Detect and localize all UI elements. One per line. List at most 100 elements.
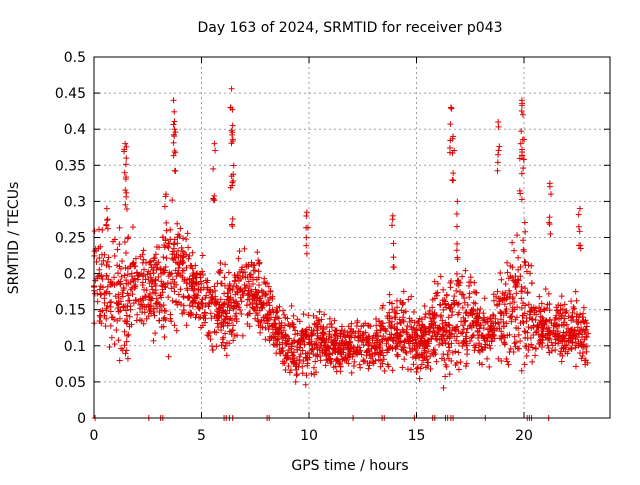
data-point	[408, 294, 414, 300]
data-point	[105, 255, 111, 261]
data-point	[401, 345, 407, 351]
data-point	[497, 270, 503, 276]
data-point	[503, 356, 509, 362]
data-point	[529, 359, 535, 365]
data-point	[109, 335, 115, 341]
data-point	[539, 300, 545, 306]
data-point	[522, 328, 528, 334]
data-point	[520, 237, 526, 243]
data-point	[184, 322, 190, 328]
data-point	[467, 290, 473, 296]
data-point	[103, 323, 109, 329]
data-point	[520, 247, 526, 253]
data-point	[256, 282, 262, 288]
data-point	[509, 240, 515, 246]
data-point	[522, 219, 528, 225]
data-point	[503, 281, 509, 287]
data-point	[536, 294, 542, 300]
data-point	[428, 366, 434, 372]
data-point	[498, 277, 504, 283]
data-point	[528, 263, 534, 269]
data-point	[470, 333, 476, 339]
data-point	[390, 367, 396, 373]
data-point	[444, 352, 450, 358]
data-point	[183, 236, 189, 242]
data-point	[405, 366, 411, 372]
data-point	[448, 284, 454, 290]
data-point	[504, 359, 510, 365]
data-point	[165, 294, 171, 300]
data-point	[147, 258, 153, 264]
data-point	[546, 291, 552, 297]
data-point	[460, 292, 466, 298]
chart-title: Day 163 of 2024, SRMTID for receiver p04…	[197, 20, 502, 36]
data-point	[222, 274, 228, 280]
data-point	[240, 333, 246, 339]
data-point	[461, 319, 467, 325]
data-point	[365, 366, 371, 372]
data-point	[293, 372, 299, 378]
data-point	[141, 247, 147, 253]
data-point	[214, 320, 220, 326]
data-point	[438, 274, 444, 280]
data-point	[216, 269, 222, 275]
data-point	[280, 308, 286, 314]
data-point	[116, 337, 122, 343]
data-point	[515, 255, 521, 261]
data-point	[554, 308, 560, 314]
data-point	[456, 367, 462, 373]
data-point	[411, 361, 417, 367]
y-axis-label: SRMTID / TECUs	[6, 182, 22, 295]
data-point	[580, 311, 586, 317]
data-point	[506, 362, 512, 368]
data-point	[125, 235, 131, 241]
data-point	[267, 302, 273, 308]
data-point	[317, 309, 323, 315]
data-point	[422, 303, 428, 309]
data-point	[106, 344, 112, 350]
data-point	[413, 369, 419, 375]
data-point	[172, 322, 178, 328]
data-point	[507, 301, 513, 307]
data-point	[504, 260, 510, 266]
data-point	[584, 349, 590, 355]
data-point	[440, 385, 446, 391]
data-point	[411, 309, 417, 315]
data-point	[163, 255, 169, 261]
x-axis-label: GPS time / hours	[291, 458, 408, 474]
data-point	[125, 234, 131, 240]
data-point	[185, 230, 191, 236]
data-point	[454, 271, 460, 277]
data-point	[484, 356, 490, 362]
data-point	[574, 298, 580, 304]
data-point	[217, 270, 223, 276]
data-point	[163, 308, 169, 314]
data-point	[96, 267, 102, 273]
data-point	[174, 221, 180, 227]
data-point	[217, 260, 223, 266]
data-point	[238, 311, 244, 317]
data-point	[440, 351, 446, 357]
data-point	[211, 283, 217, 289]
data-point	[166, 354, 172, 360]
data-point	[112, 341, 118, 347]
data-point	[152, 330, 158, 336]
data-point	[125, 298, 131, 304]
data-point	[116, 241, 122, 247]
data-point	[511, 299, 517, 305]
data-point	[476, 347, 482, 353]
data-point	[459, 274, 465, 280]
data-point	[524, 353, 530, 359]
data-point	[502, 340, 508, 346]
data-point	[177, 226, 183, 232]
data-point	[190, 250, 196, 256]
data-point	[433, 359, 439, 365]
data-point	[209, 343, 215, 349]
data-point	[200, 252, 206, 258]
data-point	[533, 346, 539, 352]
data-point	[161, 302, 167, 308]
data-point	[222, 261, 228, 267]
data-point	[505, 269, 511, 275]
